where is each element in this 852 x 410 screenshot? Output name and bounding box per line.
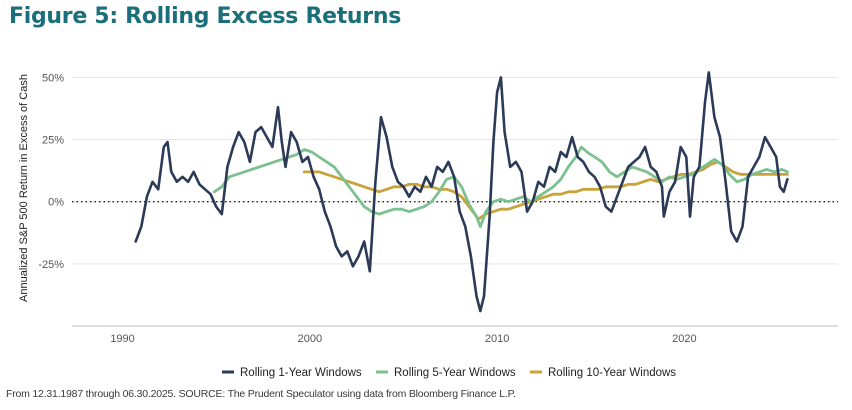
x-tick-label: 1990 — [110, 333, 134, 345]
series-line-1 — [134, 71, 789, 313]
series-line-3 — [302, 160, 789, 221]
line-chart: -25% 0% 25% 50% 1990 2000 2010 2020 Annualized… — [18, 71, 838, 379]
y-tick-label: 25% — [42, 135, 64, 147]
gridlines — [72, 76, 838, 327]
legend-label: Rolling 1-Year Windows — [240, 367, 362, 379]
legend-label: Rolling 10-Year Windows — [548, 367, 676, 379]
y-tick-label: 0% — [48, 197, 64, 209]
series-lines — [134, 71, 789, 313]
y-axis-label: Annualized S&P 500 Return in Excess of C… — [18, 74, 30, 302]
y-axis-ticks: -25% 0% 25% 50% — [38, 72, 64, 270]
x-tick-label: 2020 — [672, 333, 696, 345]
chart-title: Figure 5: Rolling Excess Returns — [9, 4, 401, 29]
y-tick-label: 50% — [42, 72, 64, 84]
x-tick-label: 2000 — [298, 333, 322, 345]
legend: Rolling 1-Year Windows Rolling 5-Year Win… — [222, 367, 676, 379]
x-tick-label: 2010 — [485, 333, 509, 345]
x-axis-ticks: 1990 2000 2010 2020 — [110, 333, 696, 345]
source-footnote: From 12.31.1987 through 06.30.2025. SOUR… — [6, 388, 516, 400]
y-tick-label: -25% — [38, 259, 64, 271]
series-line-2 — [212, 145, 789, 228]
legend-label: Rolling 5-Year Windows — [394, 367, 516, 379]
